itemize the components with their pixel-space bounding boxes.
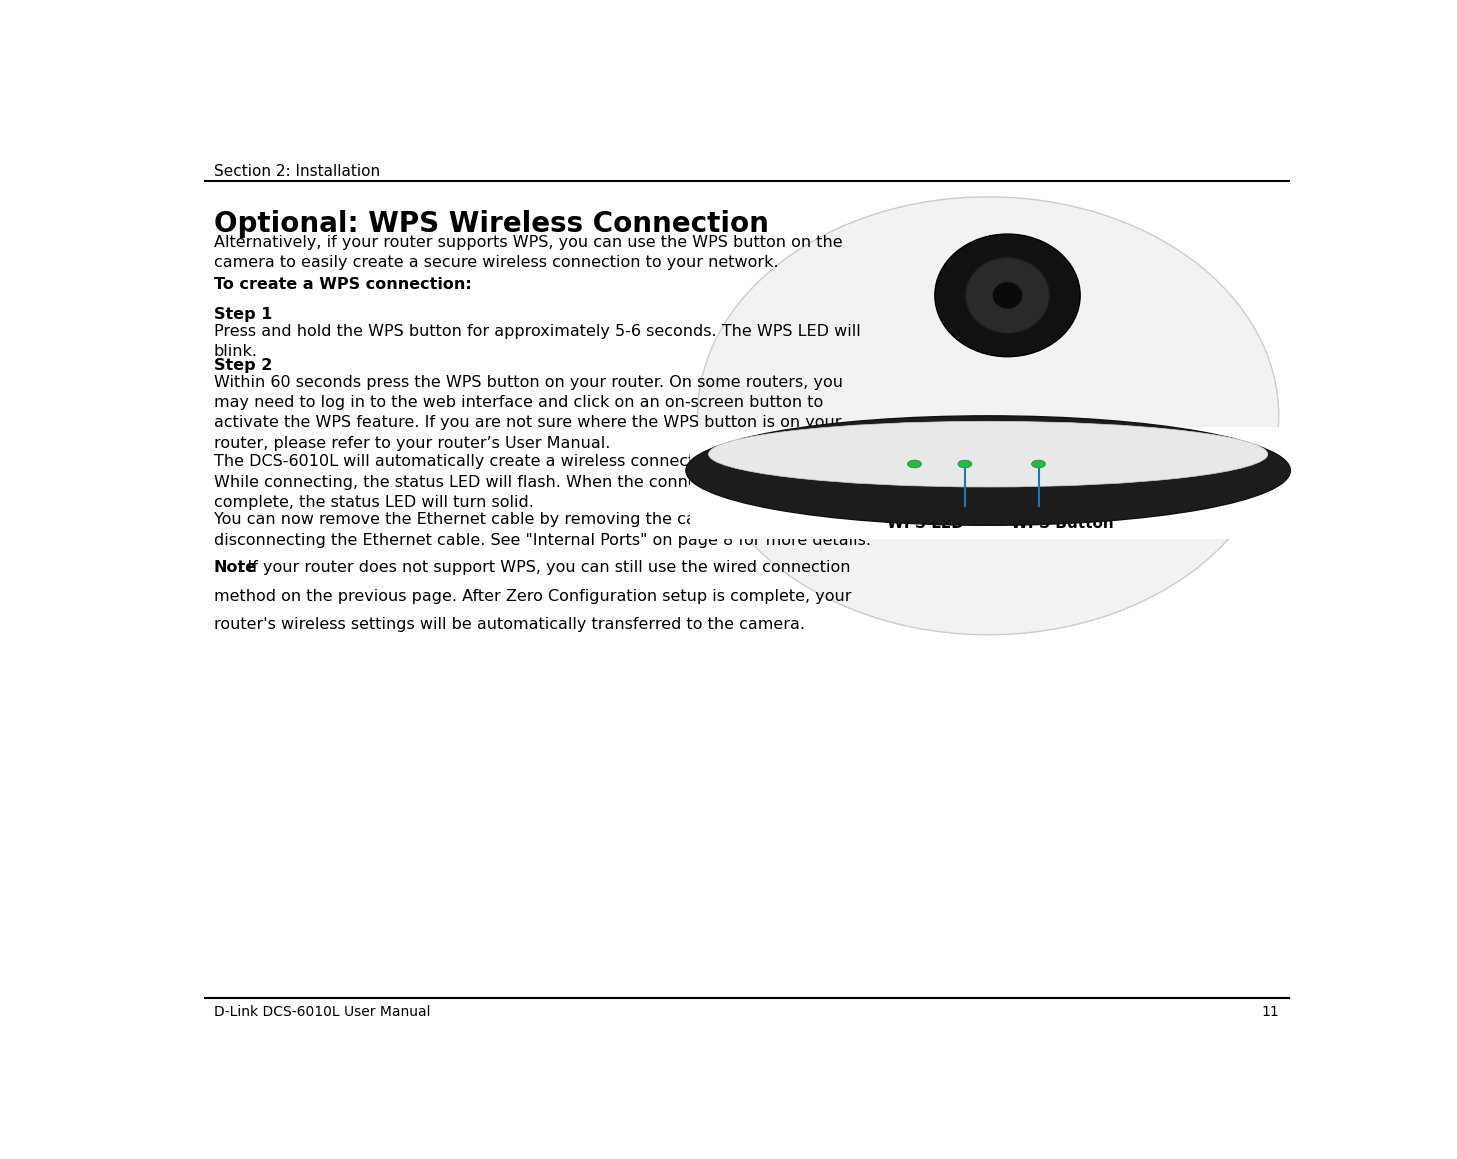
Text: 11: 11 — [1262, 1005, 1279, 1019]
Text: Step 2: Step 2 — [214, 358, 272, 373]
Text: D-Link DCS-6010L User Manual: D-Link DCS-6010L User Manual — [214, 1005, 430, 1019]
Ellipse shape — [908, 460, 921, 468]
Ellipse shape — [935, 234, 1080, 357]
Ellipse shape — [698, 197, 1279, 635]
Text: Press and hold the WPS button for approximately 5-6 seconds. The WPS LED will
bl: Press and hold the WPS button for approx… — [214, 323, 861, 359]
Ellipse shape — [686, 416, 1291, 525]
Ellipse shape — [966, 257, 1049, 334]
Text: Section 2: Installation: Section 2: Installation — [214, 165, 380, 180]
Text: Step 1: Step 1 — [214, 307, 272, 322]
Bar — [689, 427, 1287, 539]
Text: Within 60 seconds press the WPS button on your router. On some routers, you
may : Within 60 seconds press the WPS button o… — [214, 374, 842, 451]
Text: The DCS-6010L will automatically create a wireless connection to your router.
Wh: The DCS-6010L will automatically create … — [214, 454, 839, 510]
Ellipse shape — [1032, 460, 1046, 468]
Text: You can now remove the Ethernet cable by removing the camera cover and
disconnec: You can now remove the Ethernet cable by… — [214, 512, 871, 547]
Text: Optional: WPS Wireless Connection: Optional: WPS Wireless Connection — [214, 211, 769, 239]
Text: Alternatively, if your router supports WPS, you can use the WPS button on the
ca: Alternatively, if your router supports W… — [214, 234, 842, 270]
Text: : If your router does not support WPS, you can still use the wired connection: : If your router does not support WPS, y… — [237, 560, 851, 575]
Text: To create a WPS connection:: To create a WPS connection: — [214, 277, 472, 292]
Ellipse shape — [957, 460, 972, 468]
Ellipse shape — [992, 282, 1023, 308]
Text: Note: Note — [214, 560, 256, 575]
Text: method on the previous page. After Zero Configuration setup is complete, your: method on the previous page. After Zero … — [214, 589, 851, 604]
Text: WPS LED: WPS LED — [887, 517, 965, 531]
Ellipse shape — [708, 421, 1268, 487]
Text: router's wireless settings will be automatically transferred to the camera.: router's wireless settings will be autom… — [214, 618, 804, 633]
Text: WPS Button: WPS Button — [1011, 517, 1115, 531]
